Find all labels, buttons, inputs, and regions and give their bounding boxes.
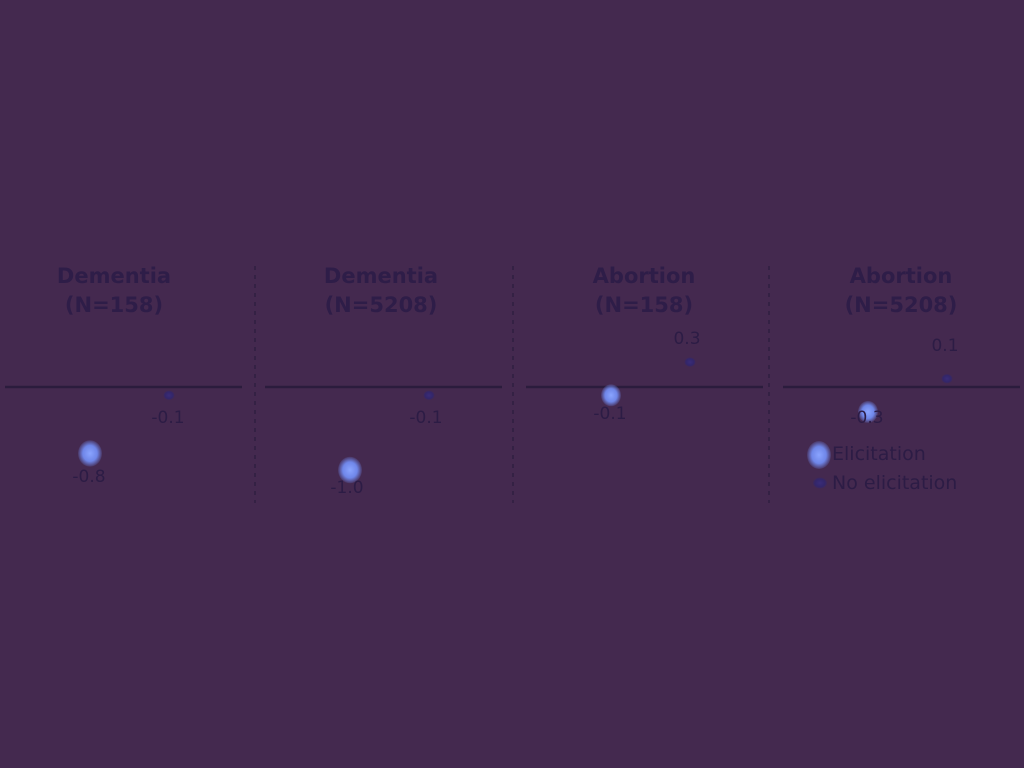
panel-4-title-line1: Abortion [849,264,953,288]
value-label-p3-no-elicitation: 0.3 [673,329,701,349]
panel-title-1: Dementia (N=158) [0,262,232,320]
panel-2-title-line1: Dementia [323,264,439,288]
value-label-p4-elicitation: -0.3 [850,408,884,428]
dot-panel-1-elicitation [78,440,102,467]
panel-4-title-line2: (N=5208) [844,293,958,317]
panel-title-3: Abortion (N=158) [526,262,762,320]
panel-title-4: Abortion (N=5208) [783,262,1019,320]
value-label-p2-elicitation: -1.0 [330,478,364,498]
dot-panel-4-elicitation [858,400,878,423]
dot-panel-2-no-elicitation [423,390,435,400]
dot-panel-3-elicitation [601,384,621,407]
legend-elicitation-label: Elicitation [832,443,926,465]
legend-no-elicitation-swatch [813,477,827,489]
dot-panel-3-no-elicitation [684,357,696,367]
panel-1-title-line1: Dementia [56,264,172,288]
value-label-p4-no-elicitation: 0.1 [931,336,959,356]
dot-panel-1-no-elicitation [163,390,175,400]
dot-panel-2-elicitation [338,456,362,484]
value-label-p1-no-elicitation: -0.1 [151,408,185,428]
value-label-p3-elicitation: -0.1 [593,404,627,424]
panel-3-title-line1: Abortion [592,264,696,288]
panel-title-2: Dementia (N=5208) [263,262,499,320]
panel-2-title-line2: (N=5208) [324,293,438,317]
legend-no-elicitation-label: No elicitation [832,472,958,494]
panel-3-title-line2: (N=158) [594,293,694,317]
dot-panel-4-no-elicitation [941,374,953,384]
panel-1-title-line2: (N=158) [64,293,164,317]
value-label-p1-elicitation: -0.8 [72,467,106,487]
legend-elicitation-swatch [807,441,831,469]
value-label-p2-no-elicitation: -0.1 [409,408,443,428]
